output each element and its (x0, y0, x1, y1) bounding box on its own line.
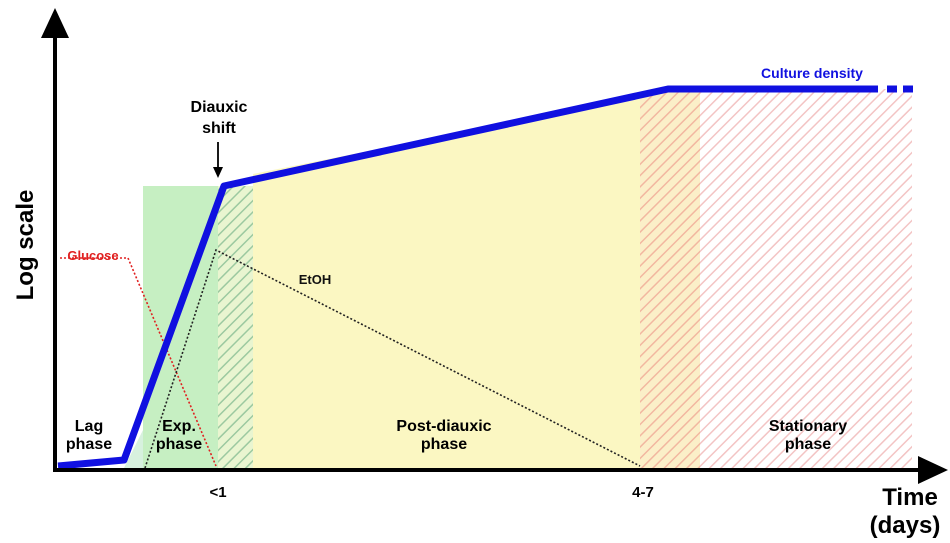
diauxic-transition-hatch (218, 186, 253, 468)
etoh-label: EtOH (299, 272, 332, 287)
post-diauxic-label-2: phase (421, 436, 467, 453)
stationary-label-1: Stationary (769, 418, 847, 435)
post-diauxic-label-1: Post-diauxic (396, 418, 491, 435)
culture-density-label: Culture density (761, 65, 863, 81)
exp-phase-label-2: phase (156, 436, 202, 453)
lag-phase-label-2: phase (66, 436, 112, 453)
glucose-label: Glucose (67, 248, 118, 263)
stationary-label-2: phase (785, 436, 831, 453)
diauxic-label-line2: shift (202, 120, 236, 137)
stationary-phase-region (700, 89, 912, 468)
exp-phase-label-1: Exp. (162, 418, 196, 435)
tick-label-4-7: 4-7 (632, 484, 654, 501)
y-axis-arrow (41, 8, 69, 38)
diauxic-arrow-head (213, 167, 223, 178)
x-axis-arrow (918, 456, 948, 484)
y-axis-label: Log scale (12, 190, 39, 301)
x-axis-label-time: Time (882, 484, 938, 511)
diauxic-label-line1: Diauxic (191, 99, 248, 116)
tick-label-lt1: <1 (209, 484, 226, 501)
post-to-stationary-hatch (640, 89, 700, 468)
lag-phase-label-1: Lag (75, 418, 103, 435)
x-axis-label-days: (days) (870, 512, 941, 539)
